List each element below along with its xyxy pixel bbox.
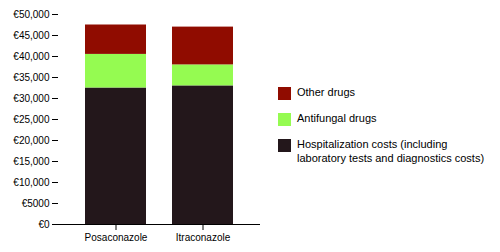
svg-text:€45,000: €45,000: [13, 30, 50, 41]
svg-text:Posaconazole: Posaconazole: [85, 232, 148, 243]
html-text:Antifungal drugs: Antifungal drugs: [297, 112, 377, 125]
svg-text:€0: €0: [38, 219, 50, 230]
svg-text:Itraconazole: Itraconazole: [176, 232, 231, 243]
svg-text:€5000: €5000: [22, 198, 50, 209]
html-text:Other drugs: Other drugs: [297, 86, 356, 99]
svg-text:€25,000: €25,000: [13, 114, 50, 125]
svg-text:€50,000: €50,000: [13, 9, 50, 20]
svg-text:€20,000: €20,000: [13, 135, 50, 146]
svg-text:€30,000: €30,000: [13, 93, 50, 104]
svg-text:€35,000: €35,000: [13, 72, 50, 83]
html-text:Hospitalization costs (includi: Hospitalization costs (including laborat…: [297, 138, 485, 164]
svg-text:€15,000: €15,000: [13, 156, 50, 167]
svg-text:€40,000: €40,000: [13, 51, 50, 62]
svg-text:€10,000: €10,000: [13, 177, 50, 188]
